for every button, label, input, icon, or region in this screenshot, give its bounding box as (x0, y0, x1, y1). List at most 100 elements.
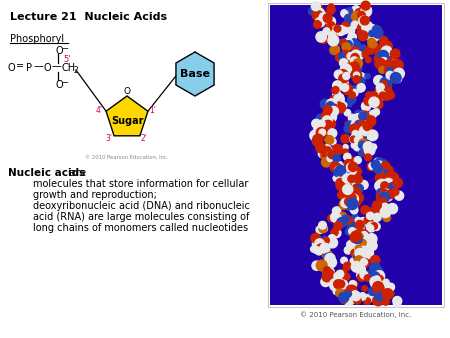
Circle shape (351, 53, 359, 62)
Circle shape (373, 45, 381, 53)
Circle shape (340, 39, 346, 46)
Circle shape (312, 261, 321, 270)
Circle shape (346, 160, 353, 166)
Circle shape (324, 253, 333, 261)
Circle shape (354, 114, 361, 121)
Circle shape (383, 279, 389, 286)
Circle shape (351, 262, 362, 272)
Circle shape (339, 69, 346, 76)
Circle shape (380, 77, 391, 88)
Circle shape (348, 247, 354, 252)
Circle shape (366, 249, 373, 255)
Circle shape (343, 145, 348, 150)
Circle shape (358, 23, 367, 33)
Circle shape (350, 62, 360, 71)
Circle shape (337, 168, 347, 178)
Circle shape (374, 276, 380, 283)
Circle shape (364, 28, 370, 34)
Circle shape (327, 5, 335, 13)
Text: Base: Base (180, 69, 210, 79)
Circle shape (342, 215, 349, 223)
Circle shape (344, 153, 351, 161)
Circle shape (333, 161, 341, 169)
Circle shape (335, 103, 346, 113)
Circle shape (344, 125, 352, 133)
Circle shape (345, 197, 353, 206)
Circle shape (321, 226, 328, 232)
Circle shape (327, 152, 335, 160)
Circle shape (319, 225, 327, 233)
Circle shape (328, 31, 335, 38)
Circle shape (332, 101, 341, 111)
Circle shape (360, 126, 369, 136)
Circle shape (336, 178, 346, 188)
Circle shape (351, 196, 357, 202)
Circle shape (344, 195, 354, 205)
Text: −: − (61, 44, 68, 53)
Circle shape (377, 185, 384, 192)
Text: © 2010 Pearson Education, Inc.: © 2010 Pearson Education, Inc. (300, 311, 412, 318)
Circle shape (334, 70, 343, 79)
Circle shape (355, 52, 363, 60)
Circle shape (333, 162, 342, 171)
Circle shape (384, 207, 391, 214)
Circle shape (367, 247, 372, 253)
Circle shape (340, 76, 346, 81)
Circle shape (377, 179, 387, 189)
Circle shape (329, 101, 336, 107)
Circle shape (343, 273, 350, 281)
Circle shape (324, 147, 331, 154)
Circle shape (354, 296, 361, 304)
Circle shape (352, 130, 359, 137)
Circle shape (381, 182, 388, 190)
Circle shape (391, 72, 397, 78)
Circle shape (349, 194, 359, 203)
Circle shape (333, 175, 339, 182)
Circle shape (379, 189, 388, 198)
Circle shape (327, 153, 333, 160)
Circle shape (352, 282, 358, 287)
Circle shape (329, 138, 336, 145)
Circle shape (326, 17, 336, 26)
Circle shape (345, 174, 354, 183)
Circle shape (321, 112, 329, 119)
Circle shape (337, 280, 345, 288)
Circle shape (362, 19, 369, 26)
Circle shape (356, 42, 360, 47)
Circle shape (328, 24, 335, 31)
Circle shape (343, 186, 350, 193)
Circle shape (383, 81, 392, 90)
Circle shape (333, 169, 341, 176)
Circle shape (342, 174, 351, 183)
Text: 1': 1' (149, 106, 156, 115)
Circle shape (312, 5, 321, 13)
Circle shape (376, 161, 382, 168)
Circle shape (353, 234, 362, 244)
Circle shape (347, 52, 355, 60)
Circle shape (348, 166, 356, 175)
Circle shape (339, 212, 347, 220)
Circle shape (315, 248, 323, 255)
Circle shape (353, 59, 363, 68)
Circle shape (333, 81, 342, 91)
Circle shape (354, 236, 360, 242)
Circle shape (364, 275, 371, 281)
Circle shape (341, 257, 347, 264)
Circle shape (331, 212, 341, 222)
Circle shape (360, 111, 369, 120)
Circle shape (323, 28, 330, 34)
Circle shape (342, 215, 351, 224)
Circle shape (320, 99, 330, 109)
Circle shape (387, 65, 393, 71)
Circle shape (331, 229, 338, 236)
Circle shape (380, 203, 390, 213)
Circle shape (338, 191, 346, 199)
Circle shape (331, 104, 338, 111)
Circle shape (342, 50, 350, 58)
Circle shape (316, 143, 323, 149)
Circle shape (336, 270, 344, 278)
Circle shape (348, 219, 354, 224)
Circle shape (311, 2, 320, 11)
Circle shape (366, 234, 377, 244)
Circle shape (346, 199, 355, 208)
